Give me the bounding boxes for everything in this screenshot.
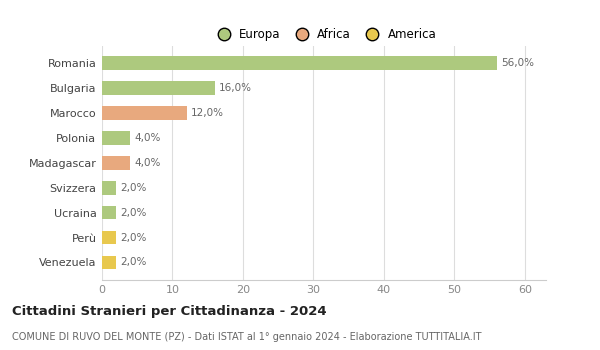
Bar [102, 156, 130, 170]
Text: 56,0%: 56,0% [501, 58, 534, 68]
Text: COMUNE DI RUVO DEL MONTE (PZ) - Dati ISTAT al 1° gennaio 2024 - Elaborazione TUT: COMUNE DI RUVO DEL MONTE (PZ) - Dati IST… [12, 332, 482, 343]
Bar [102, 106, 187, 120]
Bar [102, 131, 130, 145]
Text: 4,0%: 4,0% [134, 133, 161, 143]
Bar [102, 231, 116, 244]
Text: 16,0%: 16,0% [219, 83, 252, 93]
Text: 2,0%: 2,0% [121, 208, 146, 218]
Text: 2,0%: 2,0% [121, 258, 146, 267]
Text: 12,0%: 12,0% [191, 108, 224, 118]
Bar [102, 181, 116, 195]
Legend: Europa, Africa, America: Europa, Africa, America [207, 23, 441, 46]
Text: 2,0%: 2,0% [121, 183, 146, 193]
Text: 4,0%: 4,0% [134, 158, 161, 168]
Bar [102, 206, 116, 219]
Bar [102, 81, 215, 95]
Text: 2,0%: 2,0% [121, 232, 146, 243]
Text: Cittadini Stranieri per Cittadinanza - 2024: Cittadini Stranieri per Cittadinanza - 2… [12, 304, 326, 317]
Bar [102, 56, 497, 70]
Bar [102, 256, 116, 270]
